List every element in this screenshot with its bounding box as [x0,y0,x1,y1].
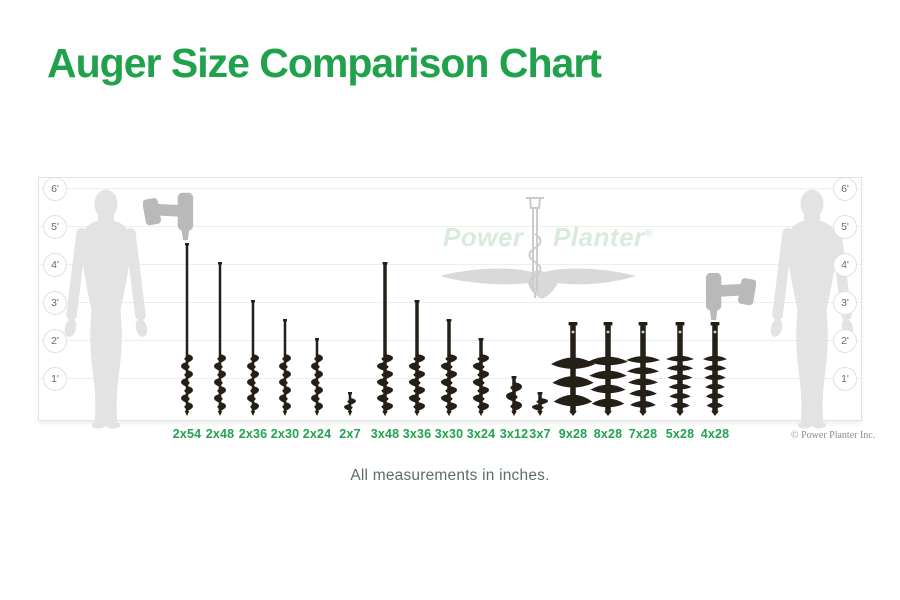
watermark-word-power: Power [443,222,524,252]
tick-5ft-right: 5' [833,215,857,239]
watermark-auger-icon [526,197,544,298]
measurements-note: All measurements in inches. [350,467,550,484]
auger-label-2x36: 2x36 [238,427,268,441]
auger-figure-3x24 [473,338,489,416]
tick-6ft-right: 6' [833,177,857,201]
auger-label-3x48: 3x48 [370,427,400,441]
tick-4ft-left: 4' [43,253,67,277]
auger-label-2x48: 2x48 [205,427,235,441]
auger-label-3x36: 3x36 [402,427,432,441]
auger-figure-5x28 [666,322,694,416]
drill-silhouette-left [143,192,194,241]
tick-2ft-left: 2' [43,329,67,353]
auger-figure-3x36 [409,300,425,416]
auger-figure-2x24 [311,338,323,416]
tick-1ft-right: 1' [833,367,857,391]
auger-figure-2x54 [181,243,193,416]
tick-3ft-right: 3' [833,291,857,315]
tick-5ft-left: 5' [43,215,67,239]
auger-figure-2x36 [247,300,259,416]
auger-label-9x28: 9x28 [558,427,588,441]
auger-label-2x7: 2x7 [339,427,361,441]
auger-figure-3x30 [441,319,457,416]
auger-figure-7x28 [626,322,660,416]
auger-figure-3x7 [532,392,548,416]
auger-label-3x24: 3x24 [466,427,496,441]
auger-label-5x28: 5x28 [665,427,695,441]
auger-figure-4x28 [703,322,727,416]
auger-label-2x54: 2x54 [172,427,202,441]
auger-label-3x12: 3x12 [499,427,529,441]
watermark-word-planter: Planter® [553,222,653,253]
auger-figure-9x28 [551,322,595,416]
auger-label-2x30: 2x30 [270,427,300,441]
auger-label-3x30: 3x30 [434,427,464,441]
auger-label-3x7: 3x7 [529,427,551,441]
auger-figure-2x30 [279,319,291,416]
auger-label-8x28: 8x28 [593,427,623,441]
tick-3ft-left: 3' [43,291,67,315]
copyright-note: © Power Planter Inc. [791,430,876,441]
auger-figure-8x28 [588,322,628,416]
tick-2ft-right: 2' [833,329,857,353]
tick-4ft-right: 4' [833,253,857,277]
auger-figure-2x7 [344,392,356,416]
auger-figure-3x48 [377,262,393,416]
tick-6ft-left: 6' [43,177,67,201]
auger-label-4x28: 4x28 [700,427,730,441]
page-title: Auger Size Comparison Chart [47,40,602,86]
tick-1ft-left: 1' [43,367,67,391]
auger-label-2x24: 2x24 [302,427,332,441]
registered-mark-icon: ® [644,227,654,240]
gridline-3ft [39,302,861,303]
auger-figure-3x12 [506,376,522,416]
gridline-4ft [39,264,861,265]
drill-silhouette-right [705,272,756,321]
auger-figure-2x48 [214,262,226,416]
auger-label-7x28: 7x28 [628,427,658,441]
watermark: Power Planter® [420,196,680,306]
gridline-5ft [39,226,861,227]
gridline-6ft [39,188,861,189]
watermark-word-planter-text: Planter [553,222,645,252]
